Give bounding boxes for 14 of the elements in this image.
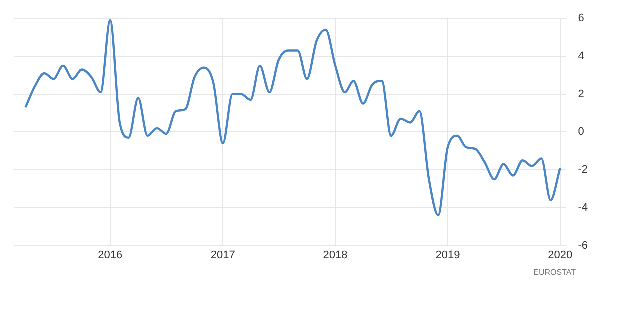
x-tick-label: 2017 xyxy=(210,249,236,262)
line-series xyxy=(24,19,562,217)
x-tick-label: 2016 xyxy=(98,249,123,262)
y-tick-label: -2 xyxy=(578,164,588,176)
y-tick-label: 4 xyxy=(578,50,584,62)
y-tick-label: -6 xyxy=(578,240,588,252)
y-tick-label: 0 xyxy=(578,126,584,138)
y-tick-label: -4 xyxy=(578,202,588,214)
y-tick-label: 6 xyxy=(578,12,584,25)
x-tick-label: 2020 xyxy=(548,249,573,262)
x-tick-label: 2019 xyxy=(436,249,460,262)
text: EUROSTAT xyxy=(534,268,576,277)
y-tick-label: 2 xyxy=(578,88,584,100)
x-tick-label: 2018 xyxy=(323,249,348,262)
